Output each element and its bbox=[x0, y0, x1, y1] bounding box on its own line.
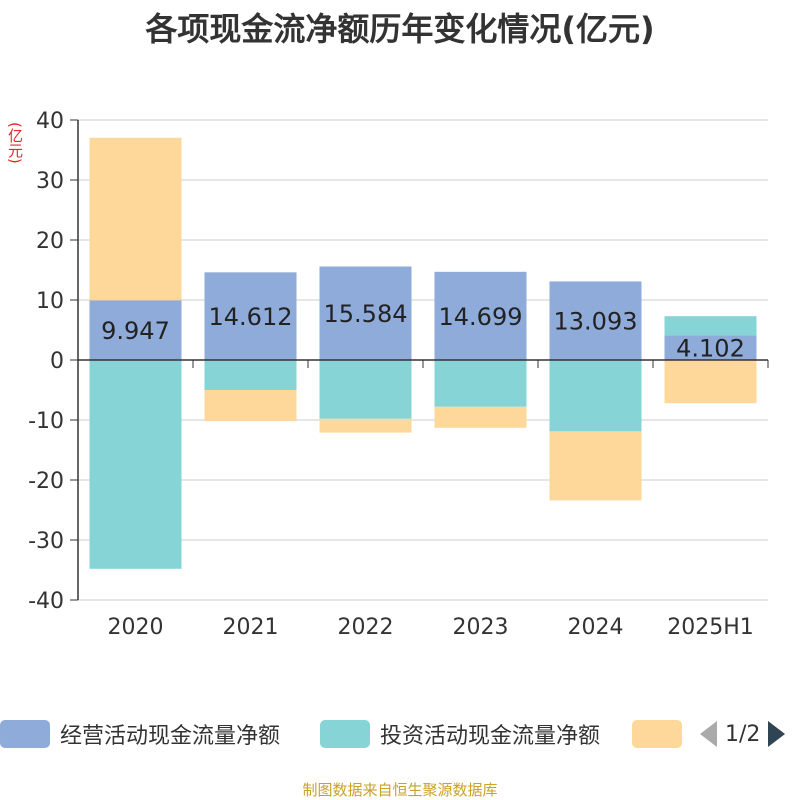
x-category-label: 2024 bbox=[568, 615, 624, 640]
bar-series-2-2023 bbox=[434, 406, 527, 428]
bar-series-0-2020 bbox=[89, 300, 182, 360]
y-tick-label: -20 bbox=[28, 469, 64, 494]
bar-chart: 40 30 20 10 0 -10 -20 -30 -40 9.947 14.612 15.584 14… bbox=[28, 109, 769, 640]
data-label: 13.093 bbox=[554, 308, 638, 336]
y-tick-label: 20 bbox=[36, 229, 64, 254]
bar-series-1-2025H1 bbox=[664, 316, 757, 336]
bar-series-0-2021 bbox=[204, 272, 297, 360]
legend-item-operating[interactable]: 经营活动现金流量净额 bbox=[0, 720, 281, 749]
bar-series-0-2022 bbox=[319, 266, 412, 360]
data-label: 4.102 bbox=[676, 335, 745, 363]
legend-swatch-third bbox=[632, 720, 682, 748]
bar-series-0-2025H1 bbox=[664, 335, 757, 360]
bar-series-2-2025H1 bbox=[664, 360, 757, 404]
legend-item-investing[interactable]: 投资活动现金流量净额 bbox=[320, 720, 601, 749]
y-tick-label: 40 bbox=[36, 109, 64, 134]
x-category-label: 2025H1 bbox=[667, 615, 754, 640]
y-tick-label: -10 bbox=[28, 409, 64, 434]
y-tick-label: 10 bbox=[36, 289, 64, 314]
data-source-note: 制图数据来自恒生聚源数据库 bbox=[302, 781, 498, 799]
legend-swatch-operating bbox=[0, 720, 50, 748]
bar-series-1-2024 bbox=[549, 360, 642, 432]
bar-series-2-2024 bbox=[549, 431, 642, 501]
bar-series-1-2020 bbox=[89, 360, 182, 569]
bar-series-1-2022 bbox=[319, 360, 412, 419]
legend-pager: 1/2 bbox=[700, 720, 786, 748]
y-tick-label: -30 bbox=[28, 529, 64, 554]
x-category-label: 2022 bbox=[338, 615, 394, 640]
y-axis-unit-label: (亿元) bbox=[6, 122, 24, 164]
chart-title: 各项现金流净额历年变化情况(亿元) bbox=[145, 10, 655, 48]
bar-series-2-2020 bbox=[89, 137, 182, 301]
bar-series-2-2021 bbox=[204, 390, 297, 422]
y-tick-label: 0 bbox=[50, 349, 64, 374]
y-tick-label: 30 bbox=[36, 169, 64, 194]
bar-series-0-2023 bbox=[434, 271, 527, 360]
legend-swatch-investing bbox=[320, 720, 370, 748]
x-category-label: 2021 bbox=[223, 615, 279, 640]
data-label: 14.699 bbox=[439, 303, 523, 331]
data-label: 14.612 bbox=[209, 303, 293, 331]
legend: 经营活动现金流量净额 投资活动现金流量净额 1/2 bbox=[0, 712, 800, 756]
x-category-label: 2020 bbox=[108, 615, 164, 640]
legend-item-third[interactable] bbox=[632, 720, 692, 748]
data-label: 15.584 bbox=[324, 300, 408, 328]
bar-series-0-2024 bbox=[549, 281, 642, 360]
legend-label-operating: 经营活动现金流量净额 bbox=[60, 724, 281, 749]
legend-next-page-icon[interactable] bbox=[768, 721, 786, 747]
bar-series-1-2021 bbox=[204, 360, 297, 390]
data-label: 9.947 bbox=[101, 317, 170, 345]
legend-page-indicator: 1/2 bbox=[725, 721, 761, 747]
y-tick-label: -40 bbox=[28, 589, 64, 614]
bar-series-1-2023 bbox=[434, 360, 527, 407]
x-category-label: 2023 bbox=[453, 615, 509, 640]
legend-label-investing: 投资活动现金流量净额 bbox=[380, 724, 601, 749]
bar-series-2-2022 bbox=[319, 418, 412, 433]
legend-prev-page-icon[interactable] bbox=[700, 721, 717, 747]
